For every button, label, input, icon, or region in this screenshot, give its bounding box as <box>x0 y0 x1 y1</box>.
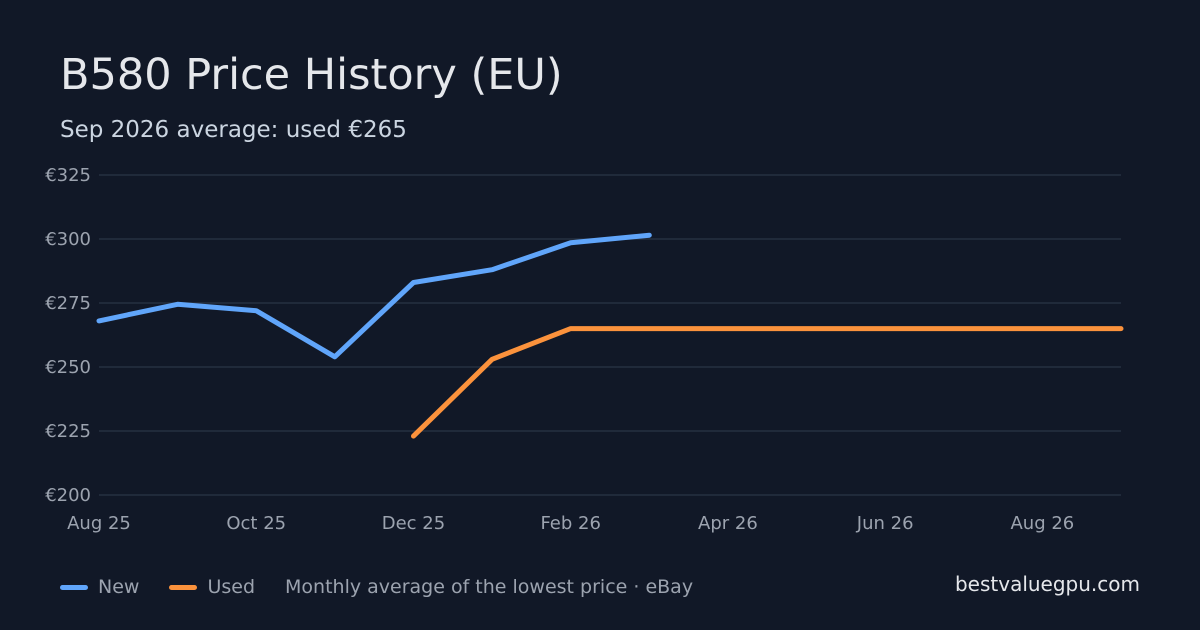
legend-swatch-new <box>60 584 88 590</box>
y-tick-label: €200 <box>45 485 91 506</box>
x-tick-label: Aug 26 <box>1010 513 1074 534</box>
legend-label-new: New <box>98 576 140 598</box>
x-tick-label: Jun 26 <box>856 513 914 534</box>
chart-legend: New Used Monthly average of the lowest p… <box>60 574 693 600</box>
legend-label-used: Used <box>207 576 256 598</box>
y-tick-label: €275 <box>45 293 91 314</box>
x-tick-label: Apr 26 <box>698 513 758 534</box>
x-tick-label: Aug 25 <box>67 513 131 534</box>
x-tick-label: Oct 25 <box>226 513 286 534</box>
legend-note: Monthly average of the lowest price · eB… <box>285 576 694 598</box>
series-line-new <box>96 232 652 360</box>
y-tick-label: €225 <box>45 421 91 442</box>
brand-link[interactable]: bestvaluegpu.com <box>954 572 1140 596</box>
chart-title: B580 Price History (EU) <box>60 50 563 100</box>
legend-swatch-used <box>169 584 198 590</box>
y-tick-label: €300 <box>45 229 91 250</box>
y-tick-label: €325 <box>45 165 91 186</box>
x-tick-label: Feb 26 <box>540 513 601 534</box>
chart-subtitle: Sep 2026 average: used €265 <box>60 117 407 143</box>
series-line-used <box>411 326 1124 439</box>
legend-item-used: Used <box>169 576 255 598</box>
y-tick-label: €250 <box>45 357 91 378</box>
x-tick-label: Dec 25 <box>382 513 445 534</box>
legend-item-new: New <box>60 576 139 598</box>
